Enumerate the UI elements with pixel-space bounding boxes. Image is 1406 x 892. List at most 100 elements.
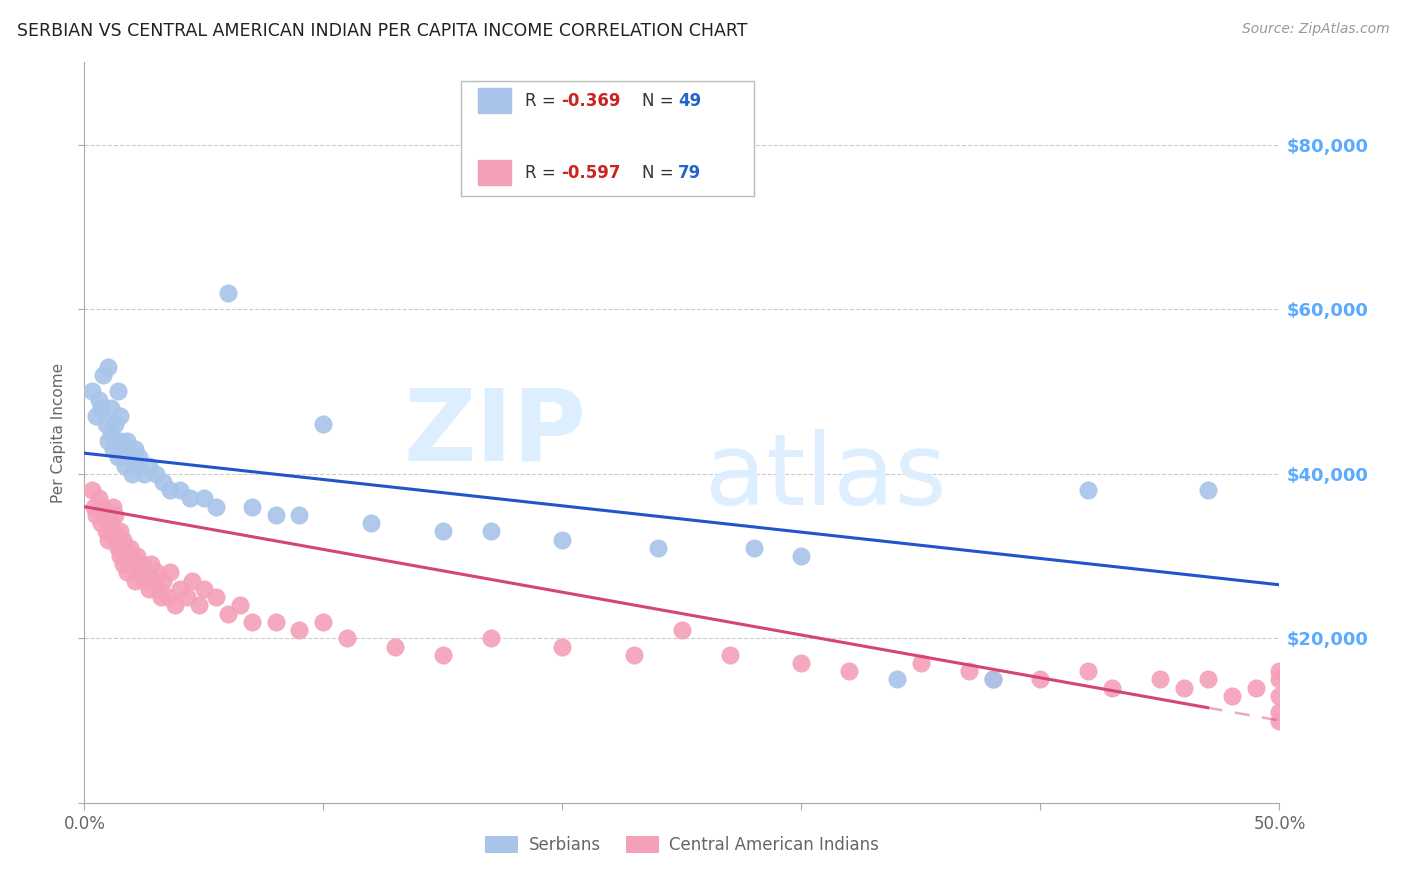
Point [80,384,103,399]
Point [86,508,108,522]
Point [718,648,741,662]
Text: -0.369: -0.369 [561,92,620,110]
Point [1197,483,1219,498]
Point [176,590,198,604]
Legend: Serbians, Central American Indians: Serbians, Central American Indians [478,830,886,861]
Point [1244,681,1267,695]
Point [93,368,115,382]
Point [360,516,382,530]
Point [671,623,693,637]
Point [790,549,813,563]
Text: ZIP: ZIP [404,384,586,481]
Text: 79: 79 [678,164,702,182]
Point [312,417,335,432]
Point [479,524,502,539]
Point [110,434,132,448]
Point [97,434,120,448]
Point [1268,673,1291,687]
Point [121,467,143,481]
Bar [478,88,510,112]
Point [117,566,139,580]
Point [179,491,201,506]
Point [623,648,645,662]
Point [104,508,127,522]
Point [132,574,156,588]
Point [104,417,127,432]
Point [957,664,980,678]
Point [1268,706,1291,720]
Point [790,656,813,670]
Point [742,541,765,555]
Point [128,566,150,580]
Point [87,491,110,506]
Point [131,558,153,572]
Point [432,524,454,539]
Point [1101,681,1123,695]
Text: R =: R = [526,92,561,110]
Point [205,590,228,604]
Point [104,533,127,547]
Point [101,524,124,539]
Point [169,483,191,498]
Point [1268,689,1291,703]
Point [152,475,174,489]
Point [124,574,146,588]
Point [336,632,359,646]
Point [90,401,112,415]
Point [229,599,252,613]
Point [125,458,148,473]
Point [107,541,129,555]
Point [86,409,108,424]
Point [886,673,908,687]
Point [141,558,163,572]
Point [125,549,148,563]
Point [100,401,122,415]
Point [100,425,122,440]
Point [981,673,1004,687]
Point [111,533,134,547]
Point [93,500,115,514]
Text: N =: N = [643,92,679,110]
Point [97,508,120,522]
Point [117,434,139,448]
Point [83,500,105,514]
Point [107,384,129,399]
Point [148,582,170,596]
Point [87,392,110,407]
Point [142,574,165,588]
Point [165,599,187,613]
Point [124,442,146,456]
Text: R =: R = [526,164,561,182]
Point [80,483,103,498]
Point [97,359,120,374]
Point [159,566,181,580]
Text: Source: ZipAtlas.com: Source: ZipAtlas.com [1241,22,1389,37]
Point [479,632,502,646]
Point [1149,673,1171,687]
Point [288,623,311,637]
Text: -0.597: -0.597 [561,164,620,182]
Point [101,500,124,514]
Point [169,582,191,596]
Point [312,615,335,629]
Point [97,533,120,547]
Point [1173,681,1195,695]
Point [157,590,180,604]
Point [124,558,146,572]
Point [1197,673,1219,687]
Point [118,541,141,555]
Point [145,467,167,481]
Text: N =: N = [643,164,679,182]
Point [217,285,239,300]
Text: 49: 49 [678,92,702,110]
Point [264,508,287,522]
Point [101,442,124,456]
Point [240,615,263,629]
Point [432,648,454,662]
Point [838,664,860,678]
Point [107,450,129,465]
Point [910,656,932,670]
FancyBboxPatch shape [461,81,754,195]
Point [114,541,136,555]
Point [138,458,160,473]
